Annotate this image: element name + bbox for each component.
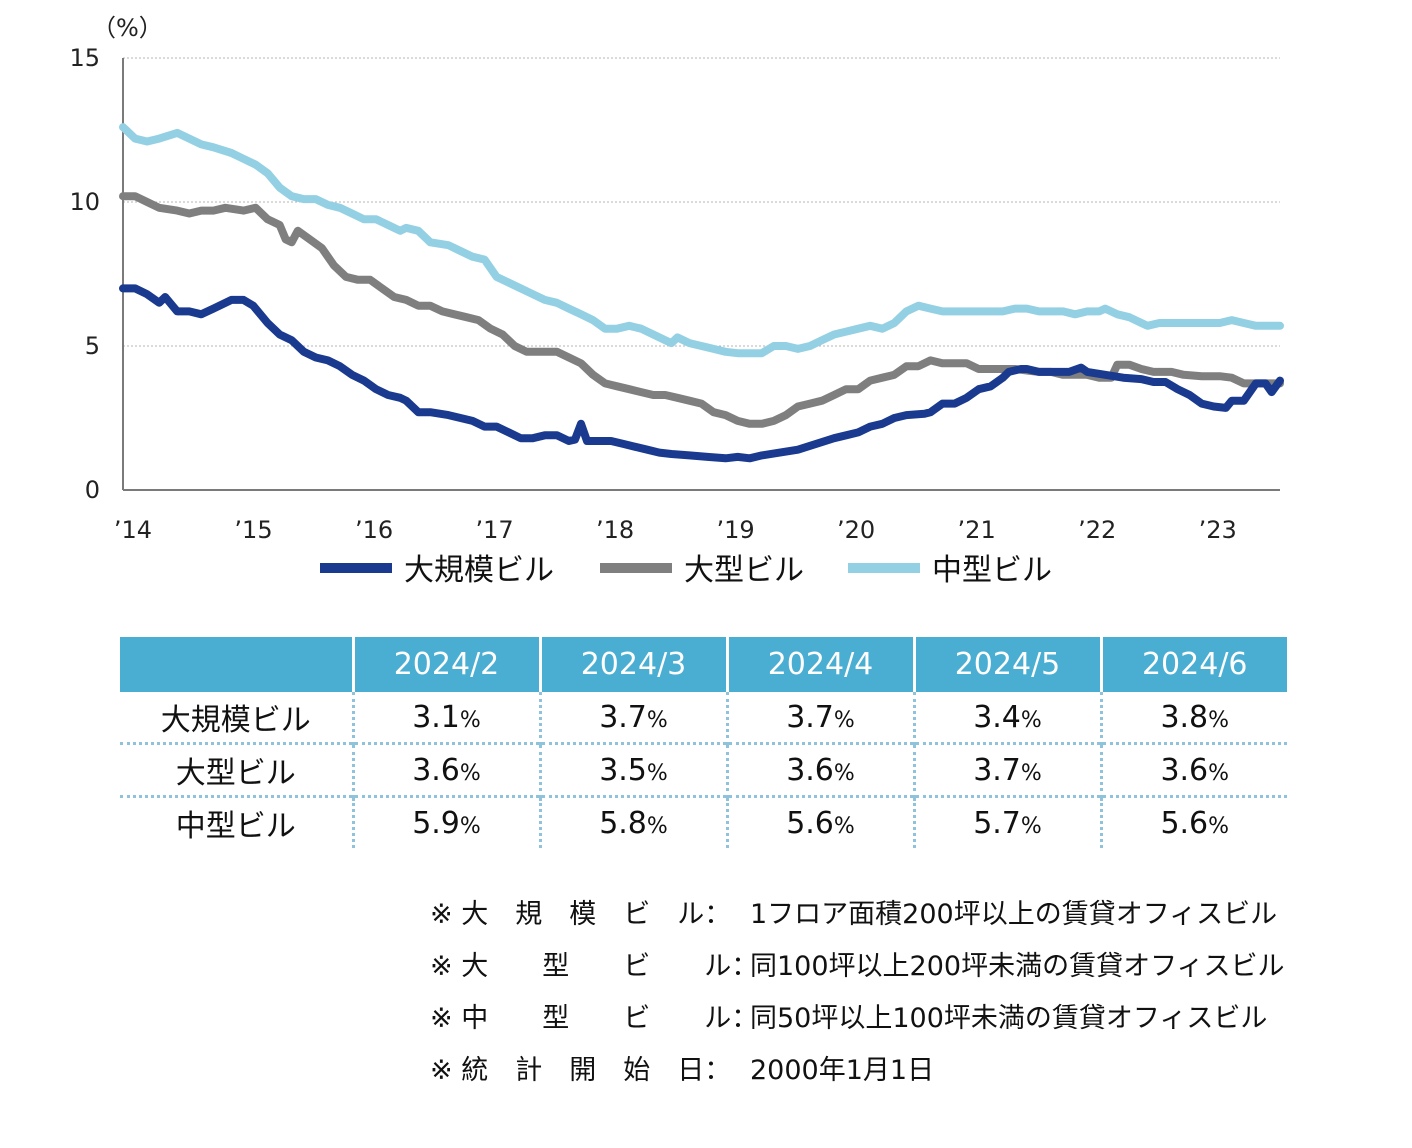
cell-value: 3.8: [1160, 699, 1209, 735]
table-header-cell: 2024/4: [727, 637, 916, 692]
table-cell: 5.7%: [914, 795, 1103, 848]
table-cell: 3.4%: [914, 692, 1103, 744]
table-row-label: 大規模ビル: [120, 692, 355, 744]
cell-unit: %: [1208, 760, 1230, 786]
vacancy-rate-table: 2024/2 2024/3 2024/4 2024/5 2024/6 大規模ビル…: [120, 637, 1287, 848]
cell-value: 3.4: [973, 699, 1021, 735]
series-line: [119, 284, 1284, 463]
table-header-cell: 2024/2: [353, 637, 542, 692]
cell-unit: %: [1208, 813, 1230, 839]
table-header-cell: 2024/6: [1101, 637, 1287, 692]
table-cell: 3.7%: [540, 692, 729, 744]
x-tick-label: ’17: [475, 516, 513, 544]
cell-unit: %: [646, 760, 668, 786]
table-row: 大規模ビル 3.1% 3.7% 3.7% 3.4% 3.8%: [120, 692, 1287, 744]
footnote: ※ 大 規 模 ビ ル： 1フロア面積200坪以上の賃貸オフィスビル: [430, 885, 1285, 937]
cell-value: 5.9: [412, 805, 460, 841]
cell-unit: %: [833, 760, 855, 786]
cell-unit: %: [1020, 760, 1042, 786]
series-line: [119, 123, 1284, 358]
cell-unit: %: [833, 707, 855, 733]
table-cell: 3.1%: [353, 692, 542, 744]
footnote-text: 同100坪以上200坪未満の賃貸オフィスビル: [750, 950, 1285, 982]
cell-value: 3.5: [599, 752, 647, 788]
table-cell: 3.8%: [1101, 692, 1287, 744]
x-tick-label: ’15: [234, 516, 272, 544]
cell-unit: %: [646, 813, 668, 839]
y-tick-label: 10: [69, 188, 100, 216]
footnote-text: 同50坪以上100坪未満の賃貸オフィスビル: [750, 1002, 1268, 1034]
legend-label: 中型ビル: [932, 553, 1052, 588]
cell-value: 3.1: [412, 699, 460, 735]
footnote-key: ※ 中 型 ビ ル：: [430, 1002, 759, 1034]
cell-value: 3.6: [1160, 752, 1209, 788]
table-cell: 3.6%: [353, 742, 542, 797]
x-tick-label: ’21: [958, 516, 996, 544]
footnote: ※ 統 計 開 始 日： 2000年1月1日: [430, 1041, 1285, 1093]
x-tick-label: ’16: [355, 516, 393, 544]
cell-value: 3.6: [412, 752, 460, 788]
table-cell: 3.7%: [727, 692, 916, 744]
table-row-label: 中型ビル: [120, 795, 355, 848]
table-cell: 3.6%: [727, 742, 916, 797]
x-axis-ticks: ’14 ’15 ’16 ’17 ’18 ’19 ’20 ’21 ’22 ’23: [114, 516, 1237, 544]
table-cell: 3.7%: [914, 742, 1103, 797]
y-axis-unit-label: （%）: [92, 14, 163, 42]
y-axis-ticks: 0 5 10 15: [69, 44, 100, 504]
footnote: ※ 中 型 ビ ル： 同50坪以上100坪未満の賃貸オフィスビル: [430, 989, 1285, 1041]
grid-lines: [123, 57, 1280, 347]
table-cell: 5.6%: [1101, 795, 1287, 848]
footnote: ※ 大 型 ビ ル： 同100坪以上200坪未満の賃貸オフィスビル: [430, 937, 1285, 989]
footnote-text: 2000年1月1日: [750, 1054, 935, 1086]
axes: [122, 58, 1280, 491]
footnotes: ※ 大 規 模 ビ ル： 1フロア面積200坪以上の賃貸オフィスビル ※ 大 型…: [430, 885, 1285, 1093]
cell-value: 3.7: [973, 752, 1021, 788]
cell-value: 5.6: [786, 805, 834, 841]
table-cell: 3.5%: [540, 742, 729, 797]
table-cell: 3.6%: [1101, 742, 1287, 797]
table-row: 中型ビル 5.9% 5.8% 5.6% 5.7% 5.6%: [120, 795, 1287, 848]
series-lines: [119, 123, 1284, 463]
table-header-row: 2024/2 2024/3 2024/4 2024/5 2024/6: [120, 637, 1287, 692]
chart-legend: 大規模ビル 大型ビル 中型ビル: [320, 553, 1052, 588]
table-cell: 5.9%: [353, 795, 542, 848]
footnote-key: ※ 大 規 模 ビ ル：: [430, 898, 732, 930]
table-header-corner: [120, 637, 355, 692]
table-row-label: 大型ビル: [120, 742, 355, 797]
cell-unit: %: [459, 760, 481, 786]
cell-unit: %: [459, 707, 481, 733]
footnote-key: ※ 統 計 開 始 日：: [430, 1054, 732, 1086]
footnote-text: 1フロア面積200坪以上の賃貸オフィスビル: [750, 898, 1278, 930]
cell-unit: %: [1020, 707, 1042, 733]
vacancy-rate-line-chart: 0 5 10 15 ’14 ’15 ’16 ’17 ’18 ’19 ’20 ’21 ’22 ’23 大規…: [69, 14, 1284, 588]
cell-value: 5.8: [599, 805, 647, 841]
cell-value: 5.7: [973, 805, 1021, 841]
cell-unit: %: [459, 813, 481, 839]
cell-value: 3.7: [599, 699, 647, 735]
x-tick-label: ’19: [717, 516, 755, 544]
footnote-key: ※ 大 型 ビ ル：: [430, 950, 759, 982]
table-cell: 5.6%: [727, 795, 916, 848]
x-tick-label: ’14: [114, 516, 152, 544]
cell-unit: %: [1020, 813, 1042, 839]
x-tick-label: ’23: [1199, 516, 1237, 544]
legend-label: 大型ビル: [684, 553, 804, 588]
y-tick-label: 0: [85, 476, 100, 504]
table-cell: 5.8%: [540, 795, 729, 848]
cell-unit: %: [1208, 707, 1230, 733]
legend-label: 大規模ビル: [404, 553, 554, 588]
table-row: 大型ビル 3.6% 3.5% 3.6% 3.7% 3.6%: [120, 742, 1287, 797]
x-tick-label: ’22: [1078, 516, 1116, 544]
cell-unit: %: [833, 813, 855, 839]
x-tick-label: ’18: [596, 516, 634, 544]
y-tick-label: 15: [69, 44, 100, 72]
cell-value: 3.6: [786, 752, 834, 788]
cell-value: 5.6: [1160, 805, 1209, 841]
cell-value: 3.7: [786, 699, 834, 735]
x-tick-label: ’20: [837, 516, 875, 544]
table-header-cell: 2024/5: [914, 637, 1103, 692]
y-tick-label: 5: [85, 332, 100, 360]
cell-unit: %: [646, 707, 668, 733]
table-header-cell: 2024/3: [540, 637, 729, 692]
